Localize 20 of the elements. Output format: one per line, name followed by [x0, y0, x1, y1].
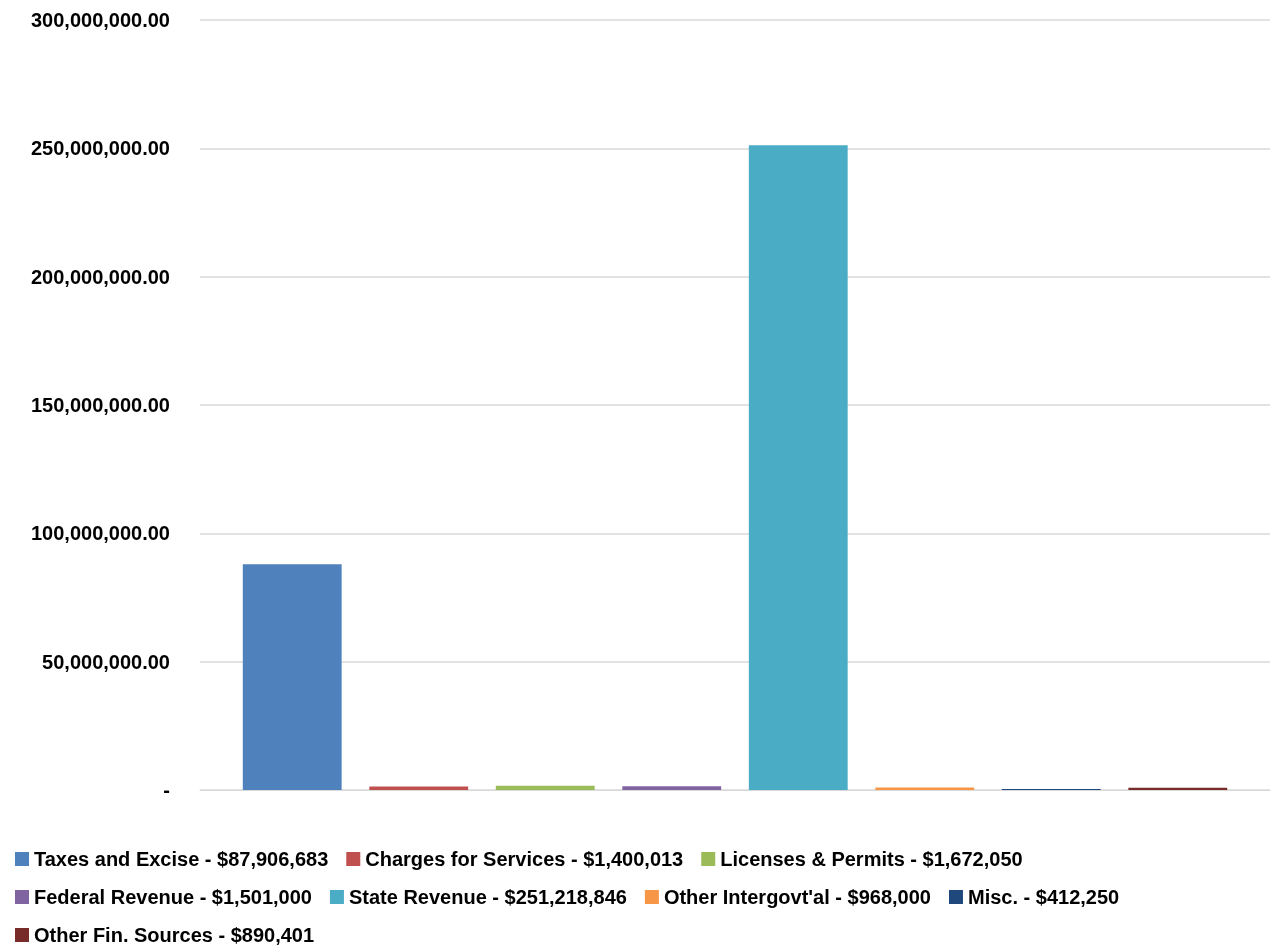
y-tick-label: 250,000,000.00	[30, 137, 170, 160]
y-tick-label: 200,000,000.00	[30, 265, 170, 288]
bar	[622, 786, 722, 790]
y-tick-label: 100,000,000.00	[30, 522, 170, 545]
legend-label: Other Fin. Sources - $890,401	[34, 924, 315, 946]
legend-label: Licenses & Permits - $1,672,050	[720, 848, 1023, 870]
legend-label: Taxes and Excise - $87,906,683	[34, 848, 329, 870]
bar	[242, 564, 342, 790]
y-tick-label: 300,000,000.00	[30, 9, 170, 31]
legend-label: Federal Revenue - $1,501,000	[34, 886, 312, 908]
bar	[369, 786, 469, 790]
legend-label: Charges for Services - $1,400,013	[365, 848, 684, 870]
y-tick-label: -	[163, 779, 170, 801]
y-tick-label: 50,000,000.00	[42, 650, 170, 673]
y-tick-label: 150,000,000.00	[30, 394, 170, 416]
bar	[495, 785, 595, 790]
bar	[748, 145, 848, 790]
legend-label: Misc. - $412,250	[967, 886, 1120, 908]
legend-label: Other Intergovt'al - $968,000	[663, 886, 931, 908]
legend-label: State Revenue - $251,218,846	[348, 886, 627, 908]
